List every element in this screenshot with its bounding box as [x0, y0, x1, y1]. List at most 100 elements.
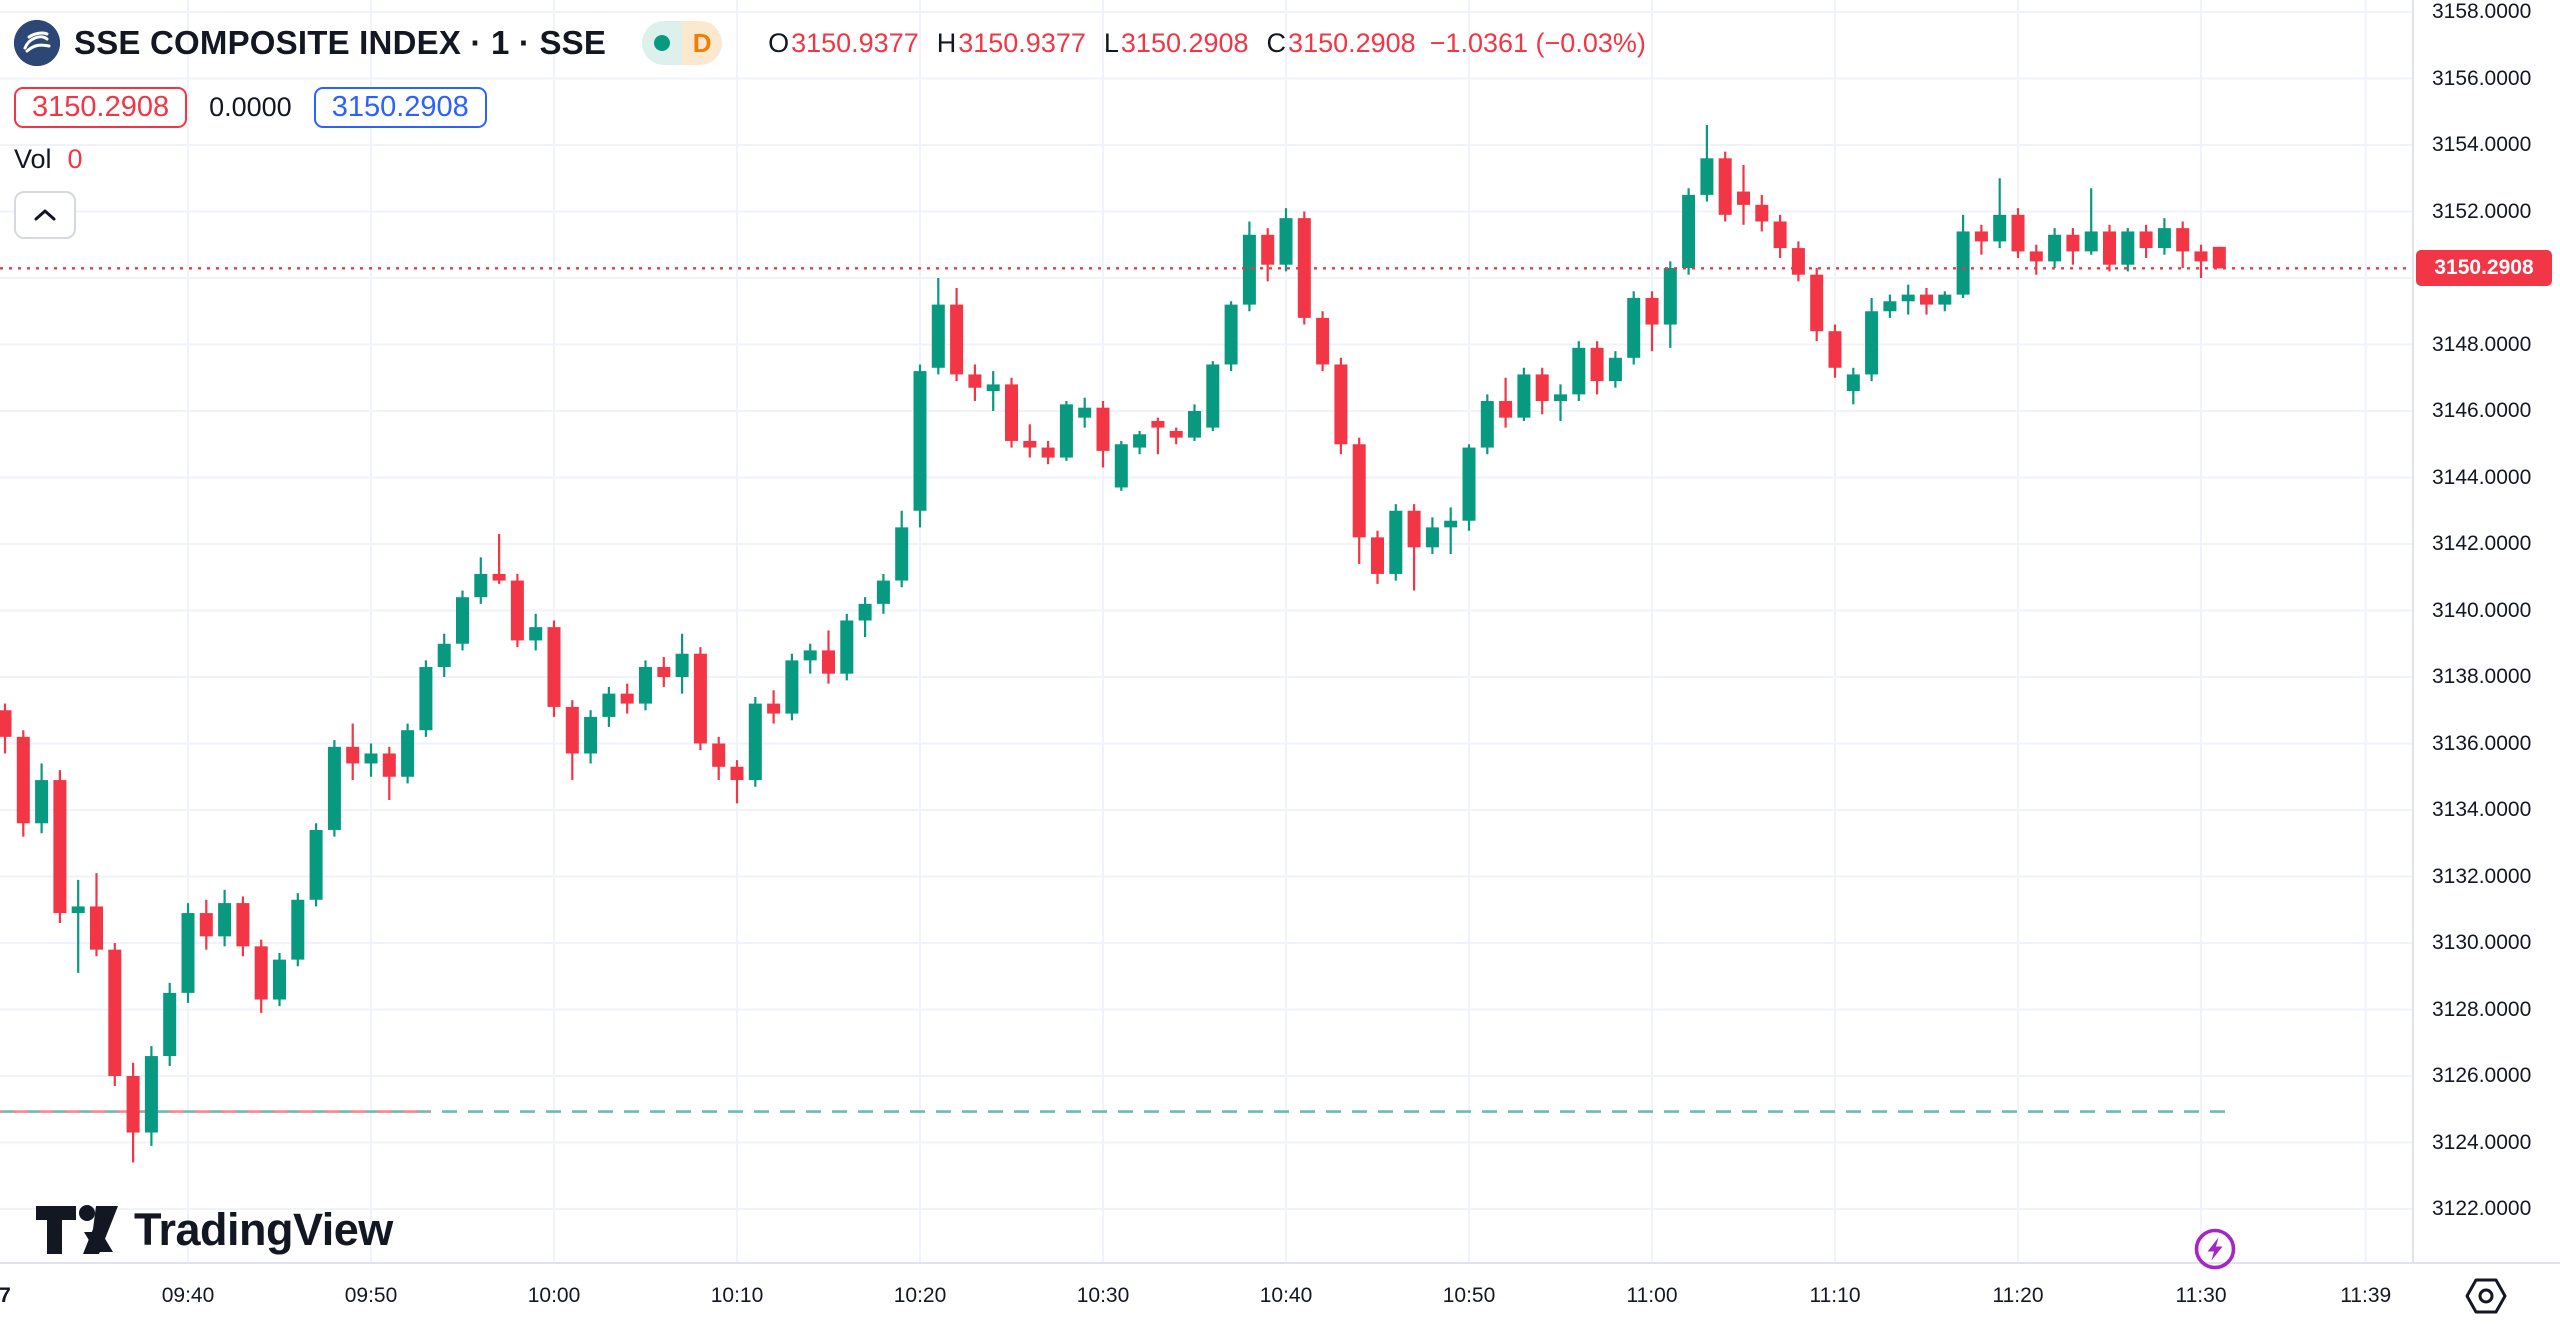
open-value: 3150.9377 — [791, 27, 919, 58]
time-axis[interactable]: 7 09:40 09:50 10:00 10:10 10:20 10:30 10:40 10:5… — [0, 1262, 2560, 1326]
candle — [218, 889, 232, 947]
close-value: 3150.2908 — [1288, 27, 1416, 58]
candle — [1462, 444, 1476, 531]
sell-price-button[interactable]: 3150.2908 — [14, 86, 188, 128]
candle — [382, 746, 396, 801]
candle — [1645, 291, 1659, 352]
candle — [1316, 311, 1330, 372]
candle — [1444, 507, 1458, 554]
candle — [2139, 224, 2153, 259]
candle — [1041, 440, 1055, 465]
candle — [986, 371, 1000, 411]
price-axis-label: 3122.0000 — [2432, 1197, 2532, 1220]
candle — [273, 952, 286, 1007]
candle — [1956, 214, 1970, 298]
spread-value: 0.0000 — [209, 91, 292, 122]
price-axis-label: 3146.0000 — [2432, 399, 2532, 422]
axis-settings-button[interactable] — [2464, 1276, 2508, 1316]
time-axis-label: 09:40 — [161, 1284, 215, 1307]
candle — [1755, 194, 1769, 232]
candle — [2011, 208, 2025, 259]
volume-label: Vol — [14, 144, 52, 174]
candle — [602, 686, 616, 727]
candle — [565, 700, 579, 781]
candle — [2212, 246, 2226, 269]
candle — [529, 613, 543, 651]
price-axis-label: 3126.0000 — [2432, 1064, 2532, 1087]
candle — [1352, 437, 1366, 564]
symbol-title[interactable]: SSE COMPOSITE INDEX · 1 · SSE — [74, 24, 607, 61]
candle — [1371, 530, 1384, 584]
candle — [1865, 297, 1879, 382]
candle — [1169, 427, 1183, 445]
interval-d-badge[interactable]: D — [682, 21, 723, 65]
change-value: −1.0361 (−0.03%) — [1429, 27, 1646, 58]
time-axis-label: 11:39 — [2340, 1284, 2392, 1307]
candle — [1883, 294, 1897, 318]
interval-status-pill[interactable]: D — [642, 21, 723, 65]
candle — [1810, 268, 1824, 342]
candle — [1608, 351, 1622, 388]
price-axis[interactable]: 3158.0000 3156.0000 3154.0000 3152.0000 3150… — [2412, 0, 2560, 1262]
price-axis-label: 3124.0000 — [2432, 1130, 2532, 1154]
candle — [2157, 218, 2171, 255]
price-axis-label: 3130.0000 — [2432, 931, 2532, 954]
candle — [0, 703, 12, 754]
candle — [1737, 164, 1750, 225]
price-axis-label: 3128.0000 — [2432, 997, 2532, 1021]
candle — [1718, 151, 1732, 222]
candle — [1499, 377, 1513, 428]
tradingview-watermark[interactable]: TradingView — [34, 1204, 393, 1256]
candle — [144, 1046, 158, 1146]
candle — [1974, 224, 1988, 255]
candle — [822, 630, 835, 684]
candle — [364, 743, 378, 777]
time-axis-label: 7 — [0, 1284, 11, 1307]
volume-readout: Vol 0 — [14, 144, 1646, 175]
candle — [1846, 367, 1860, 405]
candlestick-chart-area[interactable] — [0, 0, 2412, 1262]
candle — [693, 647, 707, 751]
candle — [895, 510, 909, 588]
high-value: 3150.9377 — [958, 27, 1086, 58]
candle — [1261, 228, 1275, 282]
candle — [858, 597, 872, 638]
candle — [327, 740, 341, 837]
buy-price-button[interactable]: 3150.2908 — [313, 86, 487, 128]
candle — [2103, 224, 2116, 272]
candle — [1389, 504, 1403, 581]
candle — [1297, 211, 1311, 325]
time-axis-label: 10:20 — [893, 1284, 947, 1307]
candle — [510, 573, 524, 648]
high-label: H — [936, 27, 957, 58]
candle — [2121, 228, 2135, 272]
candle — [1279, 208, 1293, 272]
candle — [1773, 214, 1787, 259]
candle — [126, 1062, 140, 1163]
candle — [1627, 291, 1641, 365]
candle — [547, 620, 561, 717]
candle — [1920, 287, 1933, 315]
candle — [657, 657, 671, 687]
candle — [108, 943, 122, 1086]
candle — [748, 696, 762, 787]
candle — [876, 573, 890, 614]
candle — [840, 613, 854, 681]
flash-order-button[interactable] — [2193, 1227, 2237, 1271]
candle — [1572, 341, 1586, 402]
price-axis-label: 3136.0000 — [2432, 731, 2532, 755]
candle — [492, 534, 506, 584]
candle — [2176, 221, 2190, 269]
candle — [730, 760, 744, 804]
candle — [913, 364, 927, 528]
candle — [35, 763, 49, 834]
candle — [1242, 221, 1256, 312]
candle — [1133, 430, 1147, 455]
price-axis-label: 3134.0000 — [2432, 798, 2532, 821]
time-axis-label: 11:30 — [2175, 1284, 2227, 1307]
candle — [474, 557, 488, 604]
price-axis-label: 3158.0000 — [2432, 0, 2532, 23]
lightning-bolt-icon — [2194, 1228, 2236, 1270]
collapse-legend-button[interactable] — [14, 191, 76, 239]
